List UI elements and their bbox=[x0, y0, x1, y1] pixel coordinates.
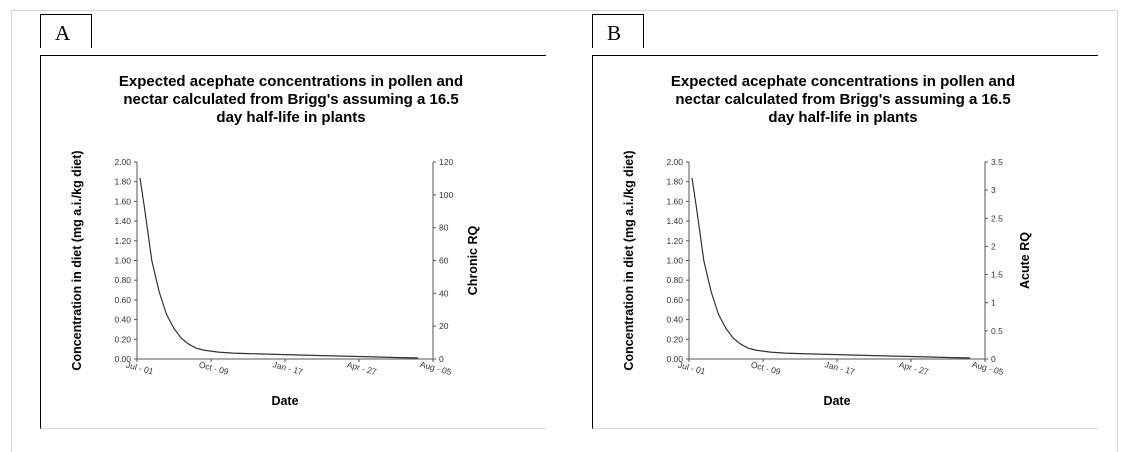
x-tick-label: Jan - 17 bbox=[824, 359, 857, 377]
outer-frame-left bbox=[11, 10, 12, 452]
y2-tick-label: 60 bbox=[439, 256, 449, 266]
series-line bbox=[139, 177, 419, 359]
y-tick-label: 1.40 bbox=[114, 216, 131, 226]
x-tick-label: Jul - 01 bbox=[125, 360, 155, 377]
chart-title-line: nectar calculated from Brigg's assuming … bbox=[123, 91, 458, 108]
y-tick-label: 1.80 bbox=[114, 177, 131, 187]
chart-box-b: Expected acephate concentrations in poll… bbox=[592, 55, 1098, 429]
x-tick-label: Aug - 05 bbox=[419, 359, 453, 377]
y-tick-label: 0.80 bbox=[114, 275, 131, 285]
y-tick-label: 2.00 bbox=[666, 157, 683, 167]
panel-a: A Expected acephate concentrations in po… bbox=[40, 14, 546, 432]
y-tick-label: 0.20 bbox=[114, 334, 131, 344]
chart-box-a: Expected acephate concentrations in poll… bbox=[40, 55, 546, 429]
chart-title-line: Expected acephate concentrations in poll… bbox=[119, 73, 463, 90]
y2-tick-label: 40 bbox=[439, 288, 449, 298]
y2-tick-label: 0 bbox=[439, 354, 444, 364]
y-tick-label: 2.00 bbox=[114, 157, 131, 167]
y-tick-label: 1.80 bbox=[666, 177, 683, 187]
y2-tick-label: 3.5 bbox=[991, 157, 1003, 167]
y2-tick-label: 2 bbox=[991, 241, 996, 251]
x-tick-label: Oct - 09 bbox=[198, 359, 230, 377]
y-tick-label: 1.60 bbox=[666, 196, 683, 206]
y-tick-label: 0.80 bbox=[666, 275, 683, 285]
y2-tick-label: 2.5 bbox=[991, 213, 1003, 223]
y-tick-label: 1.60 bbox=[114, 196, 131, 206]
y-axis-title: Concentration in diet (mg a.i./kg diet) bbox=[70, 150, 84, 370]
chart-b: Expected acephate concentrations in poll… bbox=[622, 73, 1032, 408]
y-tick-label: 1.20 bbox=[114, 236, 131, 246]
y2-tick-label: 20 bbox=[439, 321, 449, 331]
y-tick-label: 1.40 bbox=[666, 216, 683, 226]
x-axis-title: Date bbox=[823, 394, 850, 408]
y-tick-label: 0.00 bbox=[666, 354, 683, 364]
y-tick-label: 0.60 bbox=[114, 295, 131, 305]
y2-tick-label: 1.5 bbox=[991, 270, 1003, 280]
y2-tick-label: 100 bbox=[439, 190, 453, 200]
y-axis-title: Concentration in diet (mg a.i./kg diet) bbox=[622, 150, 636, 370]
x-axis-title: Date bbox=[271, 394, 298, 408]
y-tick-label: 0.00 bbox=[114, 354, 131, 364]
x-tick-label: Aug - 05 bbox=[971, 359, 1005, 377]
y2-tick-label: 1 bbox=[991, 298, 996, 308]
panel-label-b: B bbox=[592, 14, 644, 48]
chart-a: Expected acephate concentrations in poll… bbox=[70, 73, 480, 408]
y2-axis-title: Acute RQ bbox=[1018, 232, 1032, 289]
y2-tick-label: 120 bbox=[439, 157, 453, 167]
outer-frame-right bbox=[1117, 10, 1118, 452]
y-tick-label: 0.40 bbox=[666, 315, 683, 325]
y-tick-label: 0.60 bbox=[666, 295, 683, 305]
panel-label-a: A bbox=[40, 14, 92, 48]
y2-tick-label: 0 bbox=[991, 354, 996, 364]
outer-frame-top bbox=[11, 10, 1117, 11]
chart-title-line: Expected acephate concentrations in poll… bbox=[671, 73, 1015, 90]
x-tick-label: Apr - 27 bbox=[346, 359, 378, 377]
y2-tick-label: 80 bbox=[439, 223, 449, 233]
panel-b: B Expected acephate concentrations in po… bbox=[592, 14, 1098, 432]
chart-title-line: day half-life in plants bbox=[768, 109, 917, 126]
y-tick-label: 1.00 bbox=[666, 256, 683, 266]
y-tick-label: 0.20 bbox=[666, 334, 683, 344]
series-line bbox=[691, 177, 971, 359]
y2-tick-label: 3 bbox=[991, 185, 996, 195]
y-tick-label: 0.40 bbox=[114, 315, 131, 325]
x-tick-label: Jul - 01 bbox=[677, 360, 707, 377]
y-tick-label: 1.00 bbox=[114, 256, 131, 266]
chart-title-line: nectar calculated from Brigg's assuming … bbox=[675, 91, 1010, 108]
x-tick-label: Jan - 17 bbox=[272, 359, 305, 377]
y2-tick-label: 0.5 bbox=[991, 326, 1003, 336]
x-tick-label: Apr - 27 bbox=[898, 359, 930, 377]
y2-axis-title: Chronic RQ bbox=[466, 226, 480, 296]
y-tick-label: 1.20 bbox=[666, 236, 683, 246]
x-tick-label: Oct - 09 bbox=[750, 359, 782, 377]
chart-title-line: day half-life in plants bbox=[216, 109, 365, 126]
